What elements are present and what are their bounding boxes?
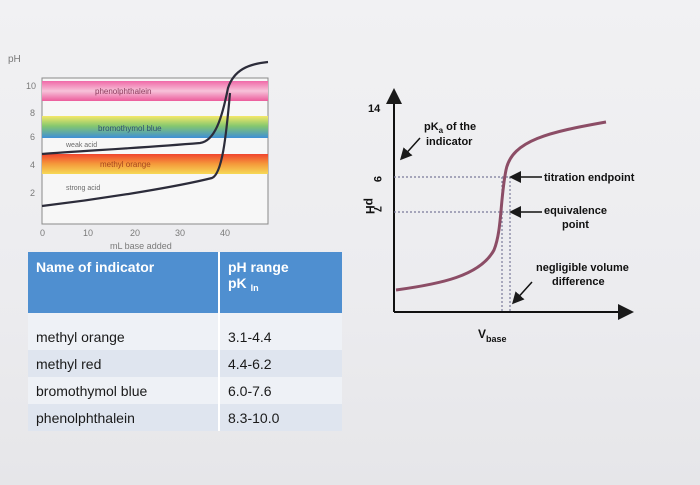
header-ph-range: pH range pK In [219,252,342,313]
left-y-tick-2: 2 [30,188,35,198]
band-methyl-orange-label: methyl orange [100,160,151,169]
left-x-tick-40: 40 [220,228,230,238]
indicator-name-cell: bromothymol blue [28,377,220,404]
indicator-table: Name of indicator pH range pK In methyl … [28,252,342,431]
left-y-tick-8: 8 [30,108,35,118]
band-bromothymol-blue-label: bromothymol blue [98,124,162,133]
table-row: bromothymol blue 6.0-7.6 [28,377,342,404]
table-row: phenolphthalein 8.3-10.0 [28,404,342,431]
negligible-label-line2: difference [552,276,605,288]
right-y-axis-label: pH [363,198,377,214]
indicator-name-cell: phenolphthalein [28,404,220,431]
pka-label-line1: pKa of the [424,121,476,135]
band-methyl-orange [42,154,268,174]
titration-endpoint-diagram: pH 14 9 7 pKa of the indicator titration… [363,88,635,344]
ph-range-cell: 3.1-4.4 [219,323,342,350]
v-base-main: V [478,327,486,341]
header-pk-text: pK [228,275,247,291]
left-x-tick-0: 0 [40,228,45,238]
table-row: methyl red 4.4-6.2 [28,350,342,377]
pka-arrow [399,137,421,161]
left-x-tick-30: 30 [175,228,185,238]
left-y-tick-4: 4 [30,160,35,170]
header-ph-range-text: pH range [228,259,289,275]
indicator-name-cell: methyl orange [28,323,220,350]
titration-endpoint-label: titration endpoint [544,172,635,184]
equivalence-label-line2: point [562,219,589,231]
band-bromothymol-blue [42,116,268,138]
v-base-subscript: base [486,334,507,344]
pka-label-rest: of the [443,121,476,133]
pka-label-subscript: a [439,126,444,135]
strong-acid-label: strong acid [66,185,100,192]
left-y-axis-label: pH [8,54,21,65]
right-y-tick-9: 9 [371,176,383,182]
band-phenolphthalein [42,81,268,101]
left-x-axis-label: mL base added [110,241,172,251]
negligible-arrow [511,281,533,305]
right-y-tick-7: 7 [371,206,383,212]
left-y-tick-10: 10 [26,81,36,91]
header-name-of-indicator: Name of indicator [28,252,220,313]
pka-label-line2: indicator [426,136,473,148]
weak-acid-curve [41,60,269,156]
left-x-tick-10: 10 [83,228,93,238]
ph-range-cell: 8.3-10.0 [219,404,342,431]
table-spacer-row [28,313,342,323]
left-x-tick-20: 20 [130,228,140,238]
table-row: methyl orange 3.1-4.4 [28,323,342,350]
table-header-row: Name of indicator pH range pK In [28,252,342,313]
titration-curve [395,120,607,292]
pka-label-pk: pK [424,121,439,133]
ph-range-cell: 4.4-6.2 [219,350,342,377]
right-y-tick-14: 14 [368,103,381,115]
titration-indicator-chart: pH 10 8 6 4 2 phenolphthalein bromothymo… [8,54,269,251]
band-phenolphthalein-label: phenolphthalein [95,87,152,96]
left-y-tick-6: 6 [30,132,35,142]
v-base-label: Vbase [478,327,507,344]
ph-range-cell: 6.0-7.6 [219,377,342,404]
strong-acid-curve [41,92,232,208]
header-pk-subscript: In [250,283,259,293]
indicator-name-cell: methyl red [28,350,220,377]
weak-acid-label: weak acid [65,142,97,149]
negligible-label-line1: negligible volume [536,262,629,274]
equivalence-label-line1: equivalence [544,205,607,217]
